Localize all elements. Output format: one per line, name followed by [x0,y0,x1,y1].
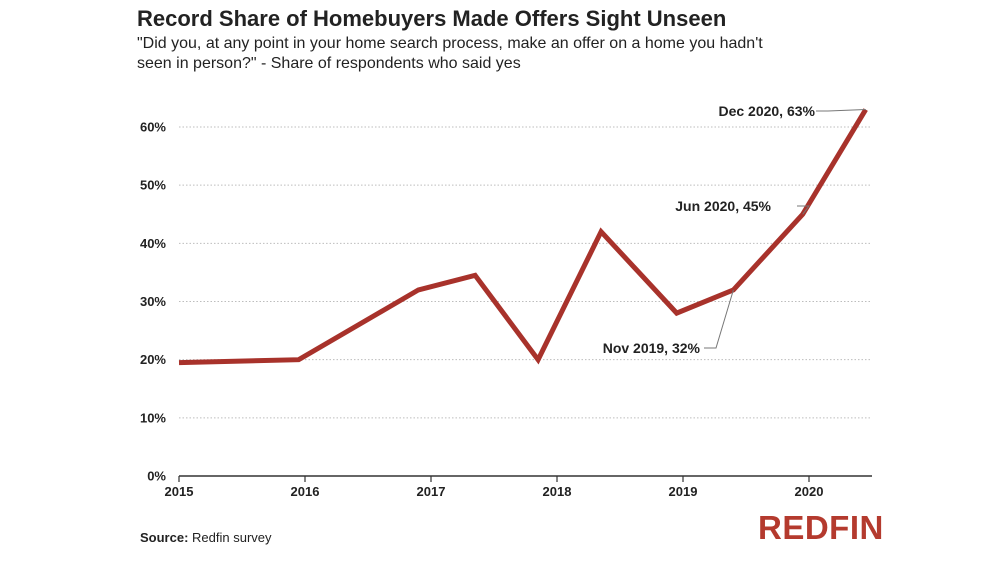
source-note: Source: Redfin survey [140,530,272,545]
annotation-label: Dec 2020, 63% [718,103,815,119]
redfin-logo: REDFIN [758,509,884,546]
y-tick-label: 0% [147,469,166,484]
chart-subtitle: "Did you, at any point in your home sear… [137,35,763,72]
annotation-label: Jun 2020, 45% [675,198,771,214]
y-tick-label: 30% [140,294,166,309]
x-tick-label: 2020 [795,484,824,499]
y-tick-label: 40% [140,236,166,251]
annotation-label: Nov 2019, 32% [603,340,701,356]
annotation-leader [704,289,734,349]
x-axis [178,475,872,482]
x-axis-labels: 2015 2016 2017 2018 2019 2020 [165,484,824,499]
x-tick-label: 2015 [165,484,194,499]
x-tick-label: 2016 [291,484,320,499]
source-text: Redfin survey [192,530,272,545]
chart-title: Record Share of Homebuyers Made Offers S… [137,6,727,31]
y-axis-labels: 0% 10% 20% 30% 40% 50% 60% [140,120,166,484]
annotations: Nov 2019, 32% Jun 2020, 45% Dec 2020, 63% [603,103,866,356]
y-tick-label: 50% [140,178,166,193]
grid-lines [179,126,872,419]
x-tick-label: 2017 [417,484,446,499]
y-tick-label: 20% [140,352,166,367]
y-tick-label: 10% [140,410,166,425]
y-tick-label: 60% [140,120,166,135]
series-line-group [178,108,868,366]
line-chart: 0%10%20%30%40%50%60% 2015 2016 2017 2018 201… [140,103,872,499]
annotation-leader [797,205,811,215]
annotation-leader [816,109,866,112]
x-tick-label: 2018 [543,484,572,499]
source-label: Source: [140,530,189,545]
series-line [178,108,868,366]
x-tick-label: 2019 [669,484,698,499]
